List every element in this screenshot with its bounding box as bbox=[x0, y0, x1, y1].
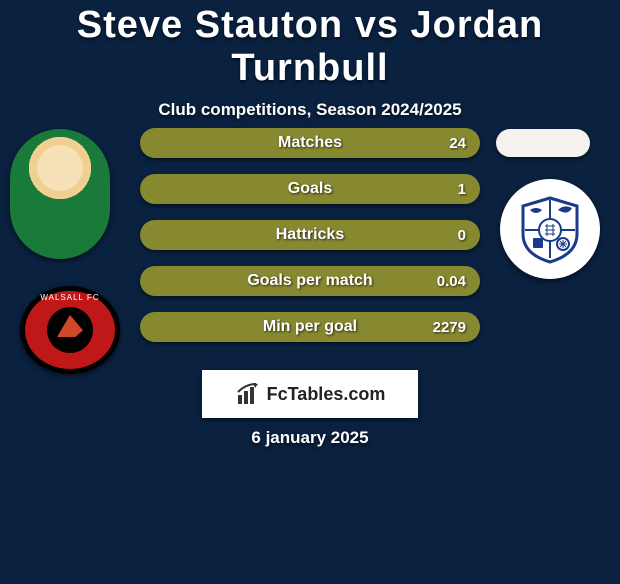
stat-value-right: 0.04 bbox=[437, 273, 466, 290]
stat-label: Goals per match bbox=[247, 272, 372, 290]
club-left-bird-icon bbox=[47, 307, 93, 353]
date-label: 6 january 2025 bbox=[0, 428, 620, 448]
stat-label: Min per goal bbox=[263, 318, 357, 336]
stats-container: Matches 24 Goals 1 Hattricks 0 Goals per… bbox=[140, 128, 480, 358]
stat-row-goals-per-match: Goals per match 0.04 bbox=[140, 266, 480, 296]
player-right-photo bbox=[496, 129, 590, 157]
club-left-name: WALSALL FC bbox=[25, 293, 115, 302]
stat-label: Hattricks bbox=[276, 226, 344, 244]
fctables-logo-icon bbox=[235, 381, 261, 407]
club-right-crest-icon bbox=[515, 194, 585, 264]
stat-label: Goals bbox=[288, 180, 332, 198]
stat-row-min-per-goal: Min per goal 2279 bbox=[140, 312, 480, 342]
fctables-label: FcTables.com bbox=[267, 384, 386, 405]
stat-row-goals: Goals 1 bbox=[140, 174, 480, 204]
stat-value-right: 0 bbox=[458, 227, 466, 244]
stat-value-right: 1 bbox=[458, 181, 466, 198]
stat-row-matches: Matches 24 bbox=[140, 128, 480, 158]
stat-value-right: 24 bbox=[449, 135, 466, 152]
fctables-banner: FcTables.com bbox=[202, 370, 418, 418]
club-left-badge: WALSALL FC bbox=[20, 286, 120, 374]
club-right-badge bbox=[500, 179, 600, 279]
stat-label: Matches bbox=[278, 134, 342, 152]
subtitle: Club competitions, Season 2024/2025 bbox=[0, 100, 620, 120]
stat-row-hattricks: Hattricks 0 bbox=[140, 220, 480, 250]
player-left-photo bbox=[10, 129, 110, 259]
page-title: Steve Stauton vs Jordan Turnbull bbox=[0, 4, 620, 90]
stat-value-right: 2279 bbox=[433, 319, 466, 336]
